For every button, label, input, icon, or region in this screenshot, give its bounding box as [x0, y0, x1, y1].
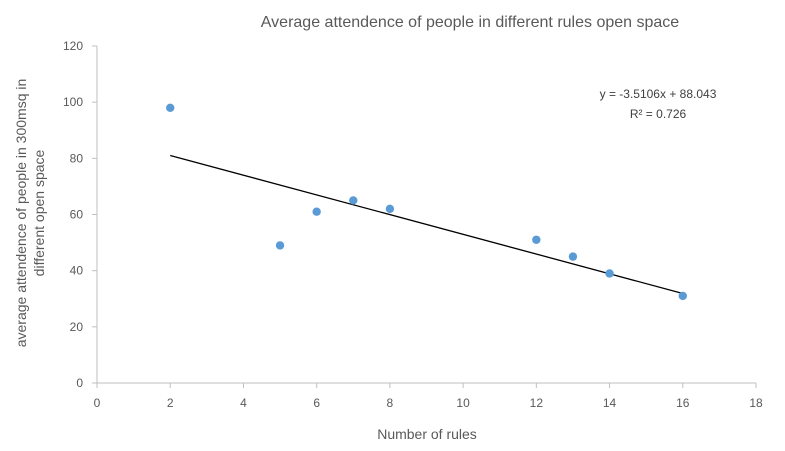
data-points: [166, 103, 687, 301]
x-tick-label: 18: [749, 396, 763, 410]
y-tick-label: 20: [70, 320, 84, 334]
trendline-group: [170, 154, 683, 295]
x-tick-label: 10: [456, 396, 470, 410]
data-point: [385, 204, 395, 214]
y-axis-title-line-2: different open space: [31, 149, 47, 276]
x-tick-labels: 0 2 4 6 8 10 12 14 16 18: [94, 396, 763, 410]
y-tick-label: 120: [63, 39, 83, 53]
y-tick-label: 60: [70, 208, 84, 222]
trendline-r-squared: R² = 0.726: [630, 107, 687, 121]
x-tick-label: 16: [676, 396, 690, 410]
x-tick-label: 12: [530, 396, 544, 410]
y-tick-label: 40: [70, 264, 84, 278]
y-axis-title: average attendence of people in 300msq i…: [13, 79, 47, 348]
data-point: [532, 235, 541, 244]
x-tick-label: 0: [94, 396, 101, 410]
x-tick-label: 14: [603, 396, 617, 410]
y-tick-labels: 0 20 40 60 80 100 120: [63, 39, 83, 390]
data-point: [605, 269, 614, 278]
y-tick-label: 80: [70, 151, 84, 165]
data-point: [568, 252, 578, 261]
y-tick-label: 0: [76, 376, 83, 390]
x-tick-label: 6: [313, 396, 320, 410]
chart-title: Average attendence of people in differen…: [261, 14, 679, 31]
data-point: [349, 196, 358, 205]
data-point: [166, 103, 175, 112]
data-point: [678, 291, 687, 301]
data-point: [312, 207, 321, 216]
trendline-equation: y = -3.5106x + 88.043: [600, 87, 717, 101]
y-tick-label: 100: [63, 95, 83, 109]
data-point: [275, 241, 285, 250]
x-tick-label: 8: [387, 396, 394, 410]
x-tick-label: 2: [167, 396, 174, 410]
x-axis-title: Number of rules: [377, 426, 477, 442]
y-axis-title-line-1: average attendence of people in 300msq i…: [13, 79, 29, 348]
trendline: [170, 154, 683, 295]
axes: [92, 45, 757, 388]
x-tick-label: 4: [240, 396, 247, 410]
